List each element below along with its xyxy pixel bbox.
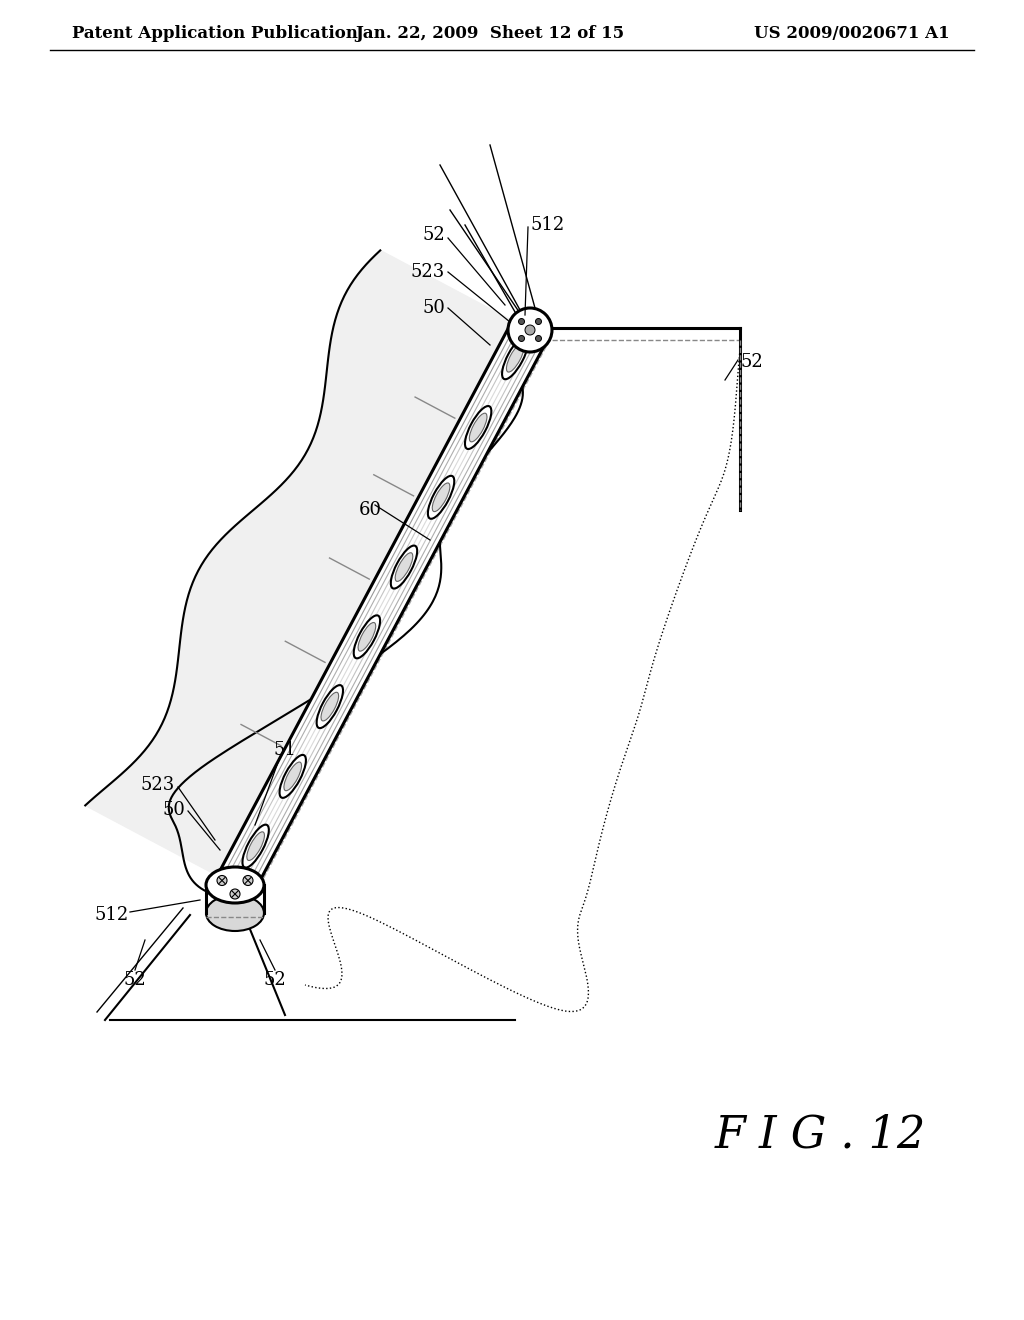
Text: 523: 523 (140, 776, 175, 795)
Ellipse shape (502, 337, 528, 379)
Polygon shape (85, 251, 512, 875)
Circle shape (518, 318, 524, 325)
Ellipse shape (284, 762, 301, 791)
Text: 523: 523 (411, 263, 445, 281)
Text: F I G . 12: F I G . 12 (715, 1113, 926, 1156)
Text: 51: 51 (273, 741, 296, 759)
Ellipse shape (469, 413, 487, 442)
Ellipse shape (432, 483, 450, 512)
Circle shape (230, 888, 240, 899)
Text: 52: 52 (263, 972, 287, 989)
Text: 52: 52 (740, 352, 763, 371)
Ellipse shape (428, 475, 455, 519)
Circle shape (508, 308, 552, 352)
Polygon shape (217, 321, 548, 895)
Text: 512: 512 (95, 906, 129, 924)
Text: 512: 512 (530, 216, 564, 234)
Circle shape (518, 335, 524, 342)
Circle shape (525, 325, 535, 335)
Ellipse shape (280, 755, 306, 797)
Text: 60: 60 (358, 502, 382, 519)
Ellipse shape (507, 343, 524, 372)
Text: 52: 52 (422, 226, 445, 244)
Ellipse shape (316, 685, 343, 729)
Ellipse shape (243, 825, 269, 867)
Ellipse shape (247, 832, 264, 861)
Circle shape (536, 335, 542, 342)
Text: 50: 50 (422, 300, 445, 317)
Ellipse shape (206, 895, 264, 931)
Ellipse shape (391, 545, 417, 589)
Text: 50: 50 (162, 801, 185, 818)
Text: US 2009/0020671 A1: US 2009/0020671 A1 (755, 25, 950, 41)
Ellipse shape (465, 407, 492, 449)
Ellipse shape (395, 553, 413, 581)
Ellipse shape (353, 615, 380, 659)
Text: Jan. 22, 2009  Sheet 12 of 15: Jan. 22, 2009 Sheet 12 of 15 (355, 25, 625, 41)
Ellipse shape (321, 692, 339, 721)
Circle shape (536, 318, 542, 325)
Text: 52: 52 (124, 972, 146, 989)
Ellipse shape (358, 623, 376, 651)
Circle shape (243, 875, 253, 886)
Text: Patent Application Publication: Patent Application Publication (72, 25, 357, 41)
Ellipse shape (206, 867, 264, 903)
Circle shape (217, 875, 227, 886)
